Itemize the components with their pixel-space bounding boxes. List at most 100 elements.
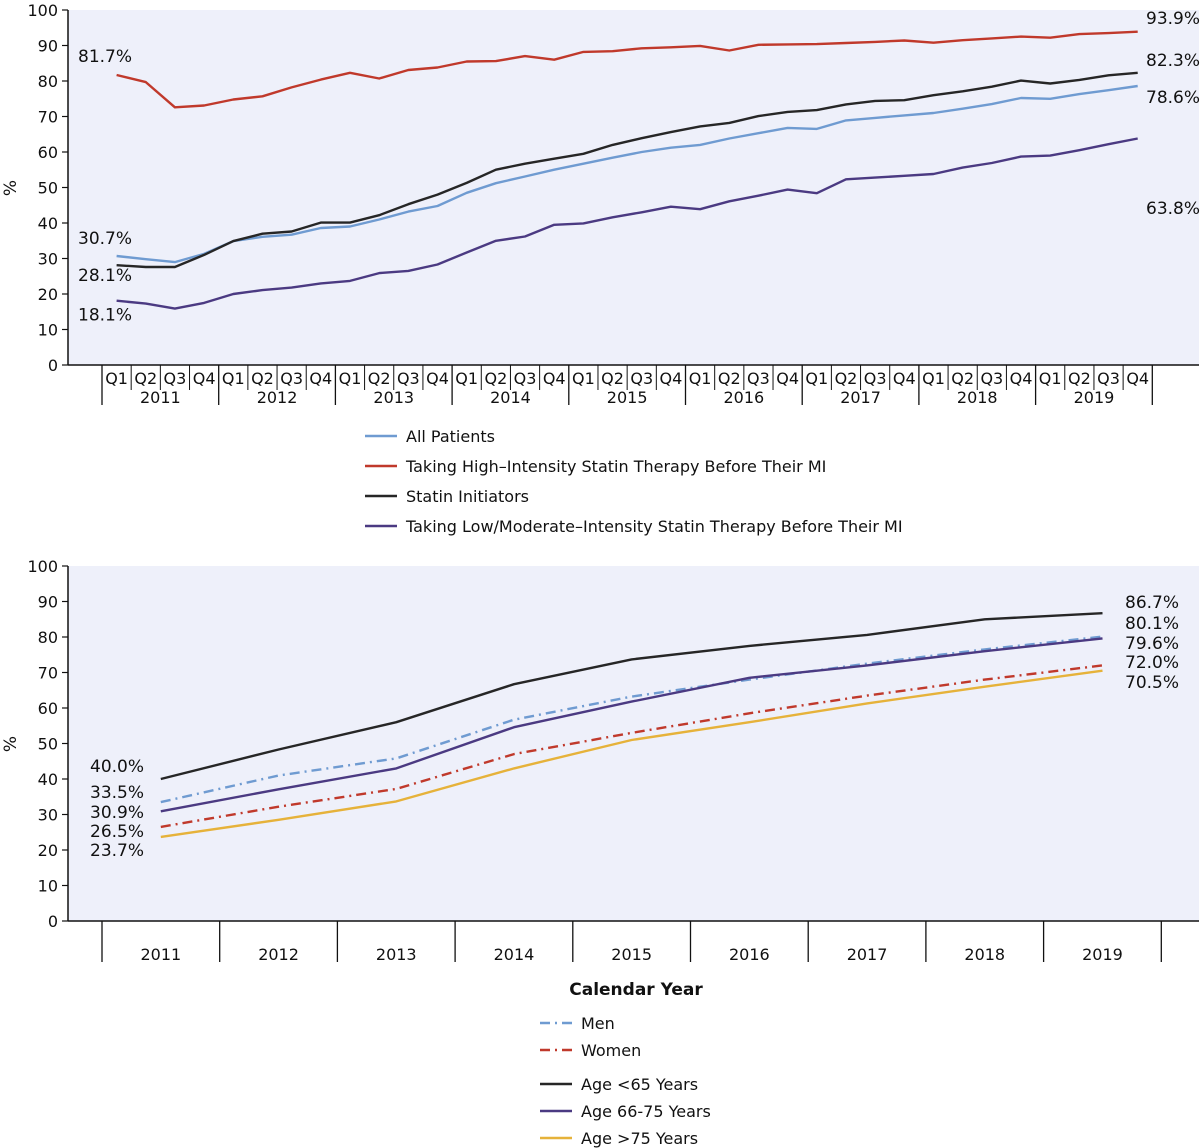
top-legend-label-low_moderate: Taking Low/Moderate–Intensity Statin The… [405, 517, 903, 536]
top-quarter-label: Q3 [864, 369, 887, 388]
top-y-tick-label: 80 [38, 72, 58, 91]
top-y-tick-label: 70 [38, 108, 58, 127]
top-y-tick-label: 30 [38, 250, 58, 269]
top-quarter-label: Q2 [251, 369, 274, 388]
top-quarter-label: Q2 [835, 369, 858, 388]
bottom-year-label: 2014 [494, 945, 535, 964]
top-legend-label-all_patients: All Patients [406, 427, 495, 446]
top-quarter-label: Q4 [309, 369, 332, 388]
bottom-x-axis-title: Calendar Year [569, 980, 703, 1000]
bottom-start-label-age_66_75: 30.9% [90, 803, 144, 823]
top-quarter-label: Q3 [397, 369, 420, 388]
bottom-value-labels: 40.0% 86.7% 33.5% 80.1% 30.9% 79.6% 26.5% 72.0%… [90, 593, 1179, 861]
top-end-label-initiators: 82.3% [1146, 51, 1200, 71]
top-year-label: 2015 [607, 388, 648, 407]
top-year-label: 2017 [840, 388, 881, 407]
top-start-label-all_patients: 30.7% [78, 229, 132, 249]
top-end-label-all_patients: 78.6% [1146, 88, 1200, 108]
top-legend-label-high_intensity: Taking High–Intensity Statin Therapy Bef… [405, 457, 826, 476]
bottom-y-axis-title: % [1, 736, 21, 752]
bottom-line-age_66_75 [160, 637, 1103, 813]
bottom-legend-label-women: Women [581, 1041, 641, 1060]
top-end-label-low_moderate: 63.8% [1146, 199, 1200, 219]
bottom-start-label-age_gt75: 23.7% [90, 841, 144, 861]
top-line-high_intensity [116, 30, 1138, 109]
bottom-start-label-men: 33.5% [90, 783, 144, 803]
top-quarter-label: Q4 [1126, 369, 1149, 388]
top-y-tick-label: 50 [38, 179, 58, 198]
top-quarter-label: Q4 [1010, 369, 1033, 388]
top-plot-area [68, 10, 1199, 365]
top-x-axis: Q1 Q2 Q3 Q4 2011 Q1 Q2 Q3 Q4 2012 Q1 Q2 Q3 Q4 2013 Q1 Q2… [68, 364, 1199, 407]
bottom-end-label-women: 72.0% [1125, 653, 1179, 673]
top-start-label-low_moderate: 18.1% [78, 306, 132, 326]
top-quarter-label: Q3 [164, 369, 187, 388]
top-year-label: 2016 [723, 388, 764, 407]
top-quarter-label: Q1 [222, 369, 245, 388]
bottom-series-lines [160, 612, 1103, 839]
top-quarter-label: Q1 [922, 369, 945, 388]
top-year-label: 2012 [257, 388, 298, 407]
bottom-y-tick-label: 20 [38, 841, 58, 860]
top-end-label-high_intensity: 93.9% [1146, 9, 1200, 29]
top-y-tick-label: 0 [48, 356, 58, 375]
top-year-label: 2014 [490, 388, 531, 407]
top-quarter-label: Q4 [660, 369, 683, 388]
top-y-tick-label: 90 [38, 37, 58, 56]
bottom-line-men [160, 635, 1103, 804]
bottom-end-label-age_66_75: 79.6% [1125, 634, 1179, 654]
top-quarter-label: Q3 [280, 369, 303, 388]
top-legend: All Patients Taking High–Intensity Statin… [365, 427, 903, 536]
top-y-tick-label: 10 [38, 321, 58, 340]
top-start-label-initiators: 28.1% [78, 266, 132, 286]
bottom-end-label-men: 80.1% [1125, 614, 1179, 634]
top-y-tick-label: 60 [38, 143, 58, 162]
bottom-year-label: 2012 [258, 945, 299, 964]
top-quarter-label: Q2 [601, 369, 624, 388]
bottom-y-tick-label: 10 [38, 877, 58, 896]
bottom-y-tick-label: 40 [38, 770, 58, 789]
bottom-year-label: 2013 [376, 945, 417, 964]
bottom-y-tick-label: 50 [38, 735, 58, 754]
bottom-legend: Men Women Age <65 Years Age 66-75 Years Age … [540, 1014, 711, 1148]
top-quarter-label: Q1 [339, 369, 362, 388]
top-line-all_patients [116, 84, 1138, 264]
bottom-y-tick-label: 90 [38, 593, 58, 612]
top-quarter-label: Q3 [1097, 369, 1120, 388]
top-year-label: 2011 [140, 388, 181, 407]
bottom-legend-label-men: Men [581, 1014, 615, 1033]
bottom-end-label-age_gt75: 70.5% [1125, 673, 1179, 693]
bottom-year-label: 2016 [729, 945, 770, 964]
top-quarter-label: Q1 [455, 369, 478, 388]
bottom-line-age_gt75 [160, 669, 1103, 839]
bottom-year-label: 2019 [1082, 945, 1123, 964]
top-quarter-label: Q4 [893, 369, 916, 388]
bottom-legend-label-age_lt65: Age <65 Years [581, 1075, 698, 1094]
top-quarter-label: Q3 [980, 369, 1003, 388]
top-start-label-high_intensity: 81.7% [78, 47, 132, 67]
top-quarter-label: Q1 [805, 369, 828, 388]
top-quarter-label: Q4 [776, 369, 799, 388]
top-y-axis-title: % [1, 180, 21, 196]
bottom-y-tick-label: 0 [48, 912, 58, 931]
top-value-labels: 30.7% 81.7% 28.1% 18.1% 78.6% 93.9% 82.3% 63.8% [78, 9, 1200, 326]
top-line-initiators [116, 71, 1138, 269]
bottom-y-tick-label: 100 [27, 557, 58, 576]
top-year-label: 2018 [957, 388, 998, 407]
top-y-tick-label: 40 [38, 214, 58, 233]
top-quarter-label: Q2 [951, 369, 974, 388]
top-y-tick-label: 20 [38, 285, 58, 304]
top-y-axis: 0 10 20 30 40 50 60 70 80 90 100 [27, 1, 69, 375]
top-quarter-label: Q3 [630, 369, 653, 388]
bottom-legend-label-age_66_75: Age 66-75 Years [581, 1102, 711, 1121]
top-quarter-label: Q2 [134, 369, 157, 388]
bottom-end-label-age_lt65: 86.7% [1125, 593, 1179, 613]
top-quarter-label: Q4 [426, 369, 449, 388]
top-legend-label-initiators: Statin Initiators [406, 487, 529, 506]
top-quarter-label: Q2 [1068, 369, 1091, 388]
top-quarter-label: Q4 [543, 369, 566, 388]
top-series-lines [116, 30, 1138, 310]
